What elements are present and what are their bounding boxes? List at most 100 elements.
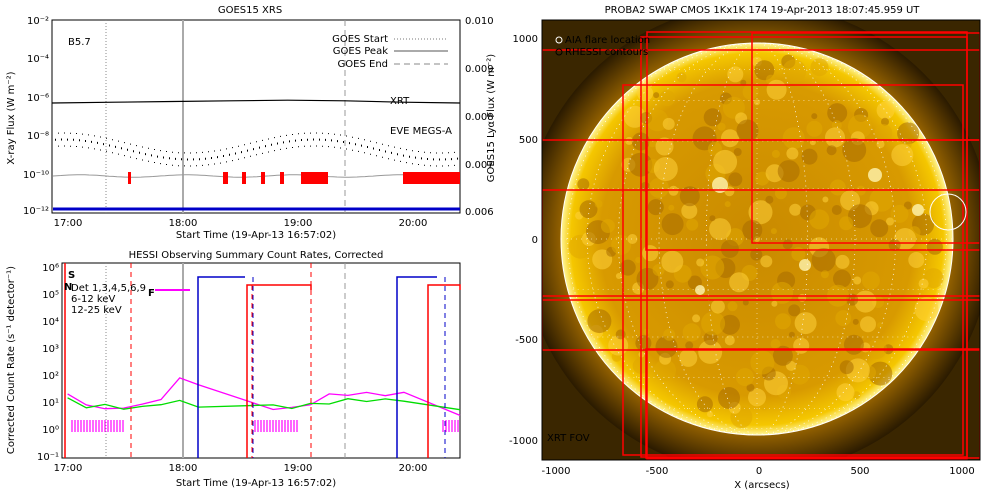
sun-texture-blob [789, 364, 810, 385]
hessi-plot-frame [61, 262, 461, 459]
sun-texture-blob [852, 318, 859, 325]
legend-rhessi-label: RHESSI contours [565, 47, 648, 58]
sun-texture-blob [791, 247, 806, 262]
swap-title: PROBA2 SWAP CMOS 1Kx1K 174 19-Apr-2013 1… [605, 5, 921, 16]
swap-ytick: -1000 [509, 436, 538, 447]
hessi-flag-n: N [64, 282, 72, 293]
hessi-title: HESSI Observing Summary Count Rates, Cor… [129, 250, 384, 261]
goes-xtick: 17:00 [54, 218, 83, 229]
eve-series-label: EVE MEGS-A [390, 126, 452, 137]
sun-texture-blob [903, 201, 912, 210]
hessi-ytick: 10⁰ [42, 425, 59, 436]
sun-texture-blob [685, 341, 694, 350]
sun-texture-blob [861, 271, 880, 290]
goes-legend: GOES Start GOES Peak GOES End [332, 34, 448, 70]
goes-ytick: 10⁻¹⁰ [23, 170, 49, 181]
sun-texture-blob [587, 309, 612, 334]
sun-texture-blob [646, 109, 669, 132]
xrt-observation-block [223, 172, 228, 184]
sun-texture-blob [736, 119, 759, 142]
sun-texture-blob [611, 234, 632, 255]
active-region [868, 168, 882, 182]
hessi-ytick: 10³ [42, 344, 59, 355]
legend-aia-marker [555, 36, 563, 44]
lya-flux-line [52, 174, 457, 178]
sun-texture-blob [659, 90, 676, 107]
sun-texture-blob [876, 101, 895, 120]
sun-texture-blob [668, 204, 675, 211]
sun-texture-blob [782, 239, 793, 250]
sun-texture-blob [811, 248, 836, 272]
sun-texture-blob [627, 234, 638, 244]
sun-texture-blob [746, 383, 755, 392]
legend-goes-start: GOES Start [332, 34, 388, 45]
goes-ylabel-left: X-ray Flux (W m⁻²) [6, 71, 17, 164]
sun-texture-blob [625, 136, 634, 145]
hessi-ylabel: Corrected Count Rate (s⁻¹ detector⁻¹) [6, 266, 17, 454]
sun-texture-blob [637, 85, 654, 102]
sun-texture-blob [877, 322, 883, 329]
sun-limb [560, 42, 954, 436]
sun-texture-blob [750, 350, 775, 375]
goes-title: GOES15 XRS [218, 5, 282, 16]
sun-texture-blob [914, 297, 939, 322]
hessi-xtick: 19:00 [284, 463, 313, 474]
hessi-panel: HESSI Observing Summary Count Rates, Cor… [6, 250, 461, 489]
hessi-y-ticks: 10⁶ 10⁵ 10⁴ 10³ 10² 10¹ 10⁰ 10⁻¹ [37, 263, 59, 463]
sun-texture-blob [926, 238, 943, 255]
sun-texture-blob [748, 200, 773, 225]
hessi-flag-s: S [68, 270, 75, 281]
sun-texture-blob [771, 300, 778, 307]
sun-texture-blob [829, 179, 846, 196]
grid-longitude-line [658, 42, 856, 436]
sun-texture-blob [647, 199, 664, 216]
goes-xtick: 19:00 [284, 218, 313, 229]
hessi-ytick: 10² [42, 371, 59, 382]
xrt-observation-block [403, 172, 460, 184]
sun-texture-blob [615, 329, 626, 340]
sun-texture-blob [710, 299, 725, 314]
sun-texture-blob [788, 331, 795, 338]
sun-texture-blob [707, 411, 713, 418]
sun-texture-blob [775, 313, 791, 330]
sun-texture-blob [615, 273, 622, 279]
swap-ytick: 500 [519, 135, 538, 146]
goes-curves [51, 99, 461, 211]
xrt-fov-box [542, 295, 980, 351]
sun-texture-blob [794, 312, 817, 335]
sun-texture-blob [765, 195, 774, 204]
goes-xlabel: Start Time (19-Apr-13 16:57:02) [176, 230, 336, 241]
sun-texture-blob [648, 177, 669, 198]
swap-ytick: 1000 [513, 34, 538, 45]
hessi-12-25-kev-line [67, 397, 461, 411]
sun-texture-blob [594, 199, 603, 208]
sun-texture-blob [835, 310, 852, 327]
sun-texture-blob [750, 248, 763, 261]
sun-texture-blob [698, 339, 723, 364]
xrt-fov-box [751, 32, 980, 244]
active-region [712, 177, 728, 193]
sun-texture-blob [760, 255, 773, 268]
sun-texture-blob [852, 391, 861, 400]
xrt-observation-block [280, 172, 284, 184]
sun-texture-blob [801, 148, 818, 165]
sun-texture-blob [703, 108, 722, 127]
sun-texture-blob [661, 250, 684, 273]
hessi-x-ticks: 17:00 18:00 19:00 20:00 [54, 463, 428, 474]
hessi-ytick: 10⁶ [42, 263, 59, 274]
hessi-xtick: 18:00 [169, 463, 198, 474]
sun-texture-blob [720, 314, 740, 335]
sun-texture-blob [825, 127, 845, 148]
hessi-legend-low: 6-12 keV [71, 294, 115, 305]
swap-ytick: -500 [515, 335, 538, 346]
goes-ytick: 10⁻⁶ [27, 93, 49, 104]
legend-goes-end: GOES End [338, 59, 388, 70]
sun-texture-blob [709, 218, 732, 241]
sun-texture-blob [810, 58, 829, 77]
sun-texture-blob [740, 79, 747, 86]
sun-texture-blob [918, 278, 929, 289]
sun-texture-blob [655, 137, 674, 156]
swap-xtick: -1000 [541, 466, 570, 477]
sun-texture-blob [793, 337, 810, 354]
